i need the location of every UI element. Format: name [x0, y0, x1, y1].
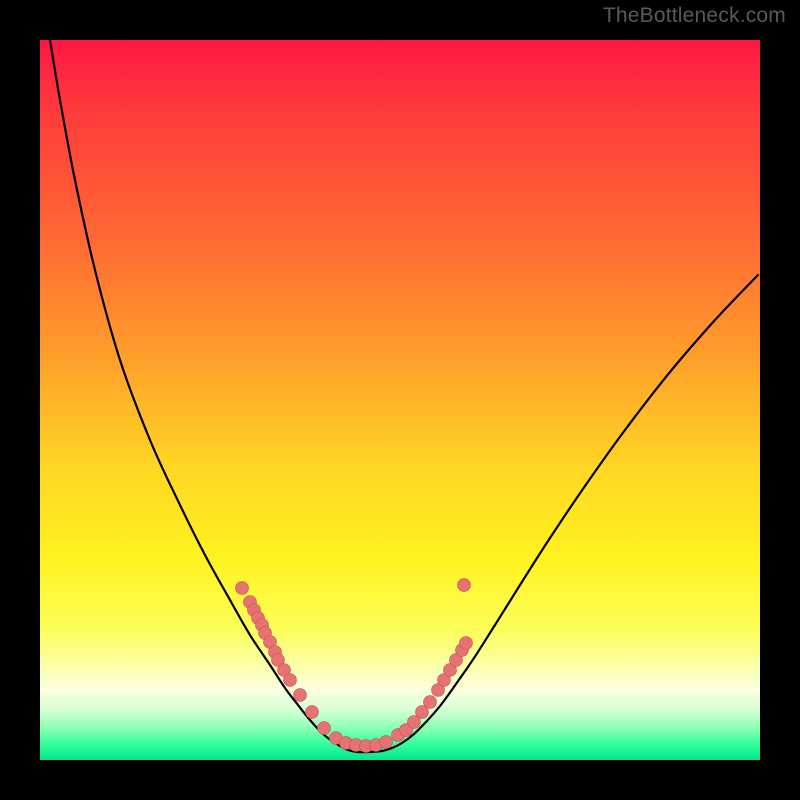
bottleneck-curve	[50, 40, 758, 752]
scatter-point	[380, 736, 393, 749]
scatter-point	[318, 722, 331, 735]
chart-plot-area	[40, 40, 760, 760]
scatter-point	[284, 674, 297, 687]
scatter-point	[458, 579, 471, 592]
scatter-point	[424, 696, 437, 709]
scatter-point	[460, 637, 473, 650]
scatter-point	[236, 582, 249, 595]
scatter-point	[294, 689, 307, 702]
chart-overlay-svg	[40, 40, 760, 760]
scatter-point	[306, 706, 319, 719]
watermark-text: TheBottleneck.com	[603, 4, 786, 28]
